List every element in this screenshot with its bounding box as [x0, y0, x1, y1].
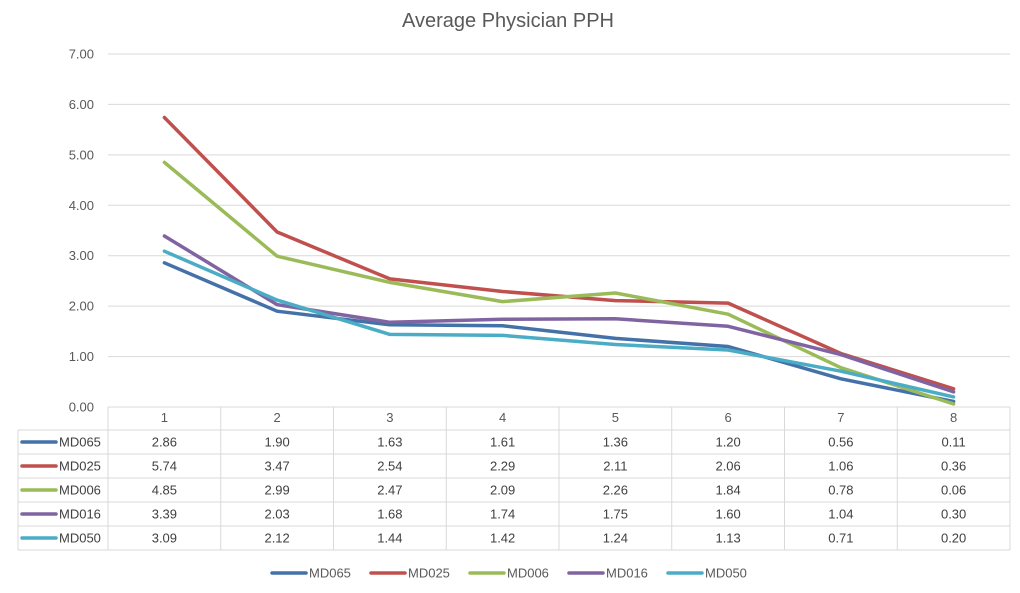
- table-cell: 1.75: [603, 507, 628, 522]
- table-cell: 0.56: [828, 435, 853, 450]
- table-row-label: MD006: [59, 483, 101, 498]
- y-tick-label: 2.00: [69, 299, 94, 314]
- x-tick-label: 4: [499, 410, 506, 425]
- x-tick-label: 1: [161, 410, 168, 425]
- table-cell: 0.06: [941, 483, 966, 498]
- table-row-label: MD065: [59, 435, 101, 450]
- table-cell: 3.39: [152, 507, 177, 522]
- legend-label: MD016: [606, 566, 648, 581]
- series-lines: [162, 115, 956, 406]
- x-tick-label: 2: [274, 410, 281, 425]
- x-tick-label: 3: [386, 410, 393, 425]
- y-tick-label: 6.00: [69, 97, 94, 112]
- legend-label: MD006: [507, 566, 549, 581]
- y-tick-label: 0.00: [69, 400, 94, 415]
- series-line-md050: [162, 249, 956, 399]
- table-cell: 2.09: [490, 483, 515, 498]
- x-tick-label: 7: [837, 410, 844, 425]
- y-tick-label: 5.00: [69, 147, 94, 162]
- table-cell: 0.78: [828, 483, 853, 498]
- table-cell: 1.63: [377, 435, 402, 450]
- series-line-md065: [162, 261, 956, 404]
- table-cell: 1.24: [603, 531, 628, 546]
- data-table: 1 2 3 4 5 6 7 8 MD065 2.86 1.90 1.63 1.61 1.36 1.20 0.5…: [17, 406, 1011, 551]
- table-cell: 2.11: [603, 459, 627, 474]
- table-cell: 1.68: [377, 507, 402, 522]
- table-cell: 0.30: [941, 507, 966, 522]
- y-tick-label: 1.00: [69, 349, 94, 364]
- table-cell: 1.04: [828, 507, 853, 522]
- table-row-label: MD016: [59, 507, 101, 522]
- x-tick-label: 5: [612, 410, 619, 425]
- table-cell: 0.36: [941, 459, 966, 474]
- x-tick-label: 6: [725, 410, 732, 425]
- table-cell: 0.71: [828, 531, 853, 546]
- table-cell: 1.60: [715, 507, 740, 522]
- legend: MD065 MD025 MD006 MD016 MD050: [270, 566, 747, 581]
- table-row-label: MD025: [59, 459, 101, 474]
- y-tick-label: 3.00: [69, 248, 94, 263]
- table-cell: 2.03: [264, 507, 289, 522]
- table-cell: 1.84: [715, 483, 740, 498]
- table-cell: 2.29: [490, 459, 515, 474]
- table-cell: 2.54: [377, 459, 402, 474]
- legend-label: MD025: [408, 566, 450, 581]
- series-line-md006: [162, 160, 956, 406]
- legend-label: MD065: [309, 566, 351, 581]
- table-cell: 1.13: [715, 531, 740, 546]
- table-cell: 1.36: [603, 435, 628, 450]
- table-cell: 1.61: [490, 435, 515, 450]
- table-cell: 1.74: [490, 507, 515, 522]
- table-cell: 1.20: [715, 435, 740, 450]
- y-tick-label: 7.00: [69, 47, 94, 62]
- series-line-md025: [162, 115, 956, 391]
- table-cell: 2.12: [264, 531, 289, 546]
- gridlines: [108, 53, 1010, 358]
- table-cell: 1.06: [828, 459, 853, 474]
- table-cell: 3.47: [264, 459, 289, 474]
- y-axis-tick-labels: 0.00 1.00 2.00 3.00 4.00 5.00 6.00 7.00: [69, 47, 94, 415]
- x-tick-label: 8: [950, 410, 957, 425]
- legend-label: MD050: [705, 566, 747, 581]
- table-cell: 2.47: [377, 483, 402, 498]
- table-cell: 5.74: [152, 459, 177, 474]
- table-cell: 0.20: [941, 531, 966, 546]
- table-cell: 2.86: [152, 435, 177, 450]
- table-cell: 1.42: [490, 531, 515, 546]
- chart-title: Average Physician PPH: [402, 10, 614, 32]
- table-cell: 0.11: [941, 435, 965, 450]
- table-cell: 1.90: [264, 435, 289, 450]
- table-row-label: MD050: [59, 531, 101, 546]
- table-cell: 4.85: [152, 483, 177, 498]
- table-cell: 2.06: [715, 459, 740, 474]
- table-cell: 2.26: [603, 483, 628, 498]
- table-cell: 3.09: [152, 531, 177, 546]
- y-tick-label: 4.00: [69, 198, 94, 213]
- table-cell: 1.44: [377, 531, 402, 546]
- table-cell: 2.99: [264, 483, 289, 498]
